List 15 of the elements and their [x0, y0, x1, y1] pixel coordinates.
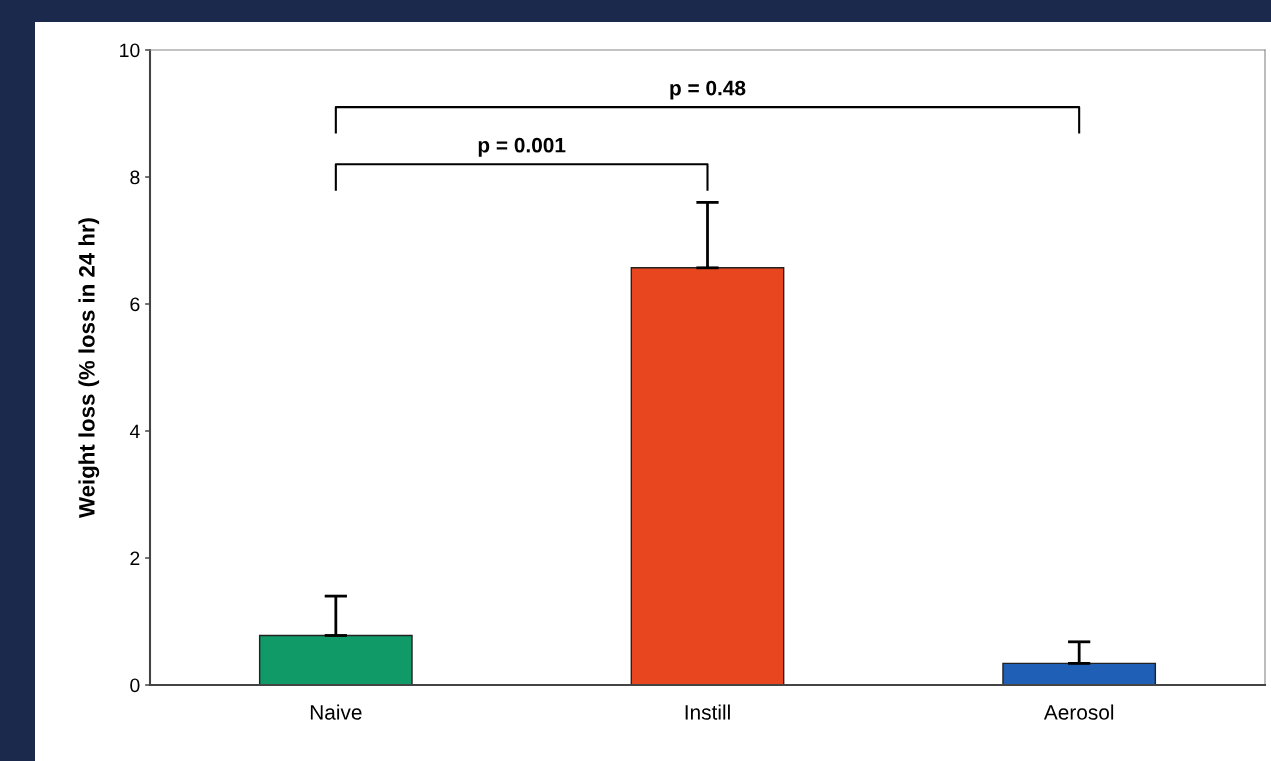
- y-axis-title: Weight loss (% loss in 24 hr): [78, 218, 100, 518]
- y-tick-label: 10: [120, 43, 140, 58]
- x-tick-label: Instill: [685, 704, 730, 720]
- y-tick-label: 8: [130, 170, 140, 185]
- annotation: p = 0.001: [478, 137, 566, 157]
- bar: [258, 634, 413, 685]
- y-tick-label: 0: [130, 678, 140, 693]
- x-tick-label: Naive: [310, 704, 362, 720]
- annotation: p = 0.48: [670, 80, 746, 100]
- bar: [630, 267, 785, 685]
- y-tick-label: 2: [130, 551, 140, 566]
- bar: [1002, 662, 1157, 685]
- y-tick-label: 4: [129, 424, 140, 439]
- y-tick-label: 6: [130, 297, 140, 312]
- x-tick-label: Aerosol: [1043, 704, 1114, 720]
